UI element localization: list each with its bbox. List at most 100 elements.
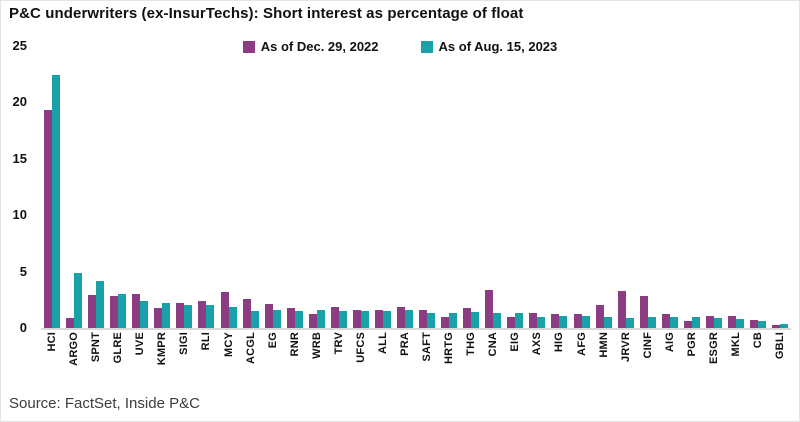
bar-group-WRB	[306, 46, 328, 328]
bar-group-TRV	[328, 46, 350, 328]
x-axis-label-text: ALL	[376, 332, 389, 354]
x-axis-label-text: ACGL	[244, 332, 257, 364]
bar-KMPR-series-1	[162, 303, 171, 328]
x-axis-label-ACGL: ACGL	[240, 332, 262, 388]
x-axis-label-GLRE: GLRE	[107, 332, 129, 388]
bar-AIG-series-1	[669, 316, 678, 328]
x-axis-label-EIG: EIG	[504, 332, 526, 388]
x-axis-label-GBLI: GBLI	[769, 332, 791, 388]
bar-UFCS-series-0	[352, 309, 361, 328]
x-axis-label-text: RLI	[200, 332, 213, 351]
x-axis-label-PGR: PGR	[681, 332, 703, 388]
x-axis-label-text: SAFT	[421, 332, 434, 362]
bar-ARGO-series-0	[66, 317, 75, 328]
bar-group-SPNT	[85, 46, 107, 328]
legend-item-aug-2023: As of Aug. 15, 2023	[420, 39, 558, 54]
bar-RLI-series-1	[206, 305, 215, 328]
bar-GLRE-series-0	[110, 296, 119, 328]
x-axis-label-text: THG	[465, 332, 478, 356]
bar-AXS-series-1	[537, 316, 546, 328]
bar-ALL-series-1	[382, 311, 391, 328]
bar-SIGI-series-0	[176, 303, 185, 328]
bar-ACGL-series-0	[242, 298, 251, 328]
x-axis-label-text: WRB	[310, 332, 323, 359]
x-axis-label-SIGI: SIGI	[173, 332, 195, 388]
bar-RNR-series-1	[294, 311, 303, 328]
bar-CINF-series-0	[639, 296, 648, 328]
bar-HRTG-series-1	[449, 313, 458, 328]
bar-group-ALL	[372, 46, 394, 328]
y-axis-tick-0: 0	[19, 320, 27, 335]
x-axis-label-text: AIG	[663, 332, 676, 353]
bar-SPNT-series-1	[96, 280, 105, 328]
x-axis-label-text: CINF	[641, 332, 654, 359]
chart-title: P&C underwriters (ex-InsurTechs): Short …	[9, 5, 524, 22]
x-axis-label-AXS: AXS	[526, 332, 548, 388]
bar-group-HMN	[593, 46, 615, 328]
bar-KMPR-series-0	[154, 307, 163, 328]
x-axis-label-text: HMN	[597, 332, 610, 358]
x-axis-label-text: HCI	[46, 332, 59, 352]
x-axis-label-text: PRA	[399, 332, 412, 356]
bar-MKL-series-1	[735, 318, 744, 328]
bar-group-KMPR	[151, 46, 173, 328]
bar-ESGR-series-0	[705, 315, 714, 328]
x-axis-label-text: MCY	[222, 332, 235, 358]
bar-ARGO-series-1	[74, 272, 83, 328]
bar-group-ACGL	[240, 46, 262, 328]
bar-group-RNR	[284, 46, 306, 328]
x-axis-label-UFCS: UFCS	[350, 332, 372, 388]
bar-MCY-series-1	[228, 306, 237, 328]
bar-group-UVE	[129, 46, 151, 328]
x-axis-label-KMPR: KMPR	[151, 332, 173, 388]
bar-group-AIG	[659, 46, 681, 328]
x-axis-label-text: UFCS	[354, 332, 367, 363]
bar-HMN-series-1	[603, 316, 612, 328]
x-axis-label-ALL: ALL	[372, 332, 394, 388]
bar-WRB-series-1	[316, 309, 325, 328]
bar-CNA-series-0	[485, 289, 494, 328]
bar-group-AFG	[571, 46, 593, 328]
bar-group-UFCS	[350, 46, 372, 328]
bar-UVE-series-0	[132, 294, 141, 328]
chart-legend: As of Dec. 29, 2022 As of Aug. 15, 2023	[1, 39, 799, 54]
bar-group-GLRE	[107, 46, 129, 328]
bar-EIG-series-0	[507, 316, 516, 328]
bar-RNR-series-0	[286, 307, 295, 328]
source-note: Source: FactSet, Inside P&C	[9, 395, 200, 412]
x-axis-label-AIG: AIG	[659, 332, 681, 388]
x-axis-label-RNR: RNR	[284, 332, 306, 388]
bar-group-EG	[262, 46, 284, 328]
legend-label-aug-2023: As of Aug. 15, 2023	[438, 39, 558, 54]
bar-SAFT-series-1	[427, 313, 436, 328]
x-axis-label-text: ARGO	[68, 332, 81, 366]
bar-CB-series-1	[758, 321, 767, 328]
y-axis: 0 5 10 15 20 25	[1, 38, 33, 335]
bar-TRV-series-0	[330, 306, 339, 328]
x-axis-label-text: UVE	[134, 332, 147, 356]
bar-group-HRTG	[438, 46, 460, 328]
bar-CB-series-0	[750, 320, 759, 328]
bar-GBLI-series-1	[780, 323, 789, 328]
bar-HCI-series-0	[44, 110, 53, 328]
x-axis-label-ARGO: ARGO	[63, 332, 85, 388]
bar-HIG-series-0	[551, 314, 560, 328]
x-axis-label-HRTG: HRTG	[438, 332, 460, 388]
x-axis-label-text: ESGR	[707, 332, 720, 364]
bar-group-JRVR	[615, 46, 637, 328]
y-axis-tick-20: 20	[12, 94, 27, 110]
bar-JRVR-series-1	[625, 317, 634, 328]
y-axis-tick-25: 25	[12, 38, 27, 53]
x-axis-label-CB: CB	[747, 332, 769, 388]
bar-group-ARGO	[63, 46, 85, 328]
plot-bars	[41, 46, 791, 328]
x-axis-label-text: AXS	[531, 332, 544, 356]
bar-ALL-series-0	[374, 309, 383, 328]
x-axis-label-HIG: HIG	[548, 332, 570, 388]
plot-area	[41, 46, 791, 330]
bar-RLI-series-0	[198, 300, 207, 328]
legend-swatch-aug-2023-icon	[420, 40, 433, 53]
bar-HMN-series-0	[595, 305, 604, 328]
bar-JRVR-series-0	[617, 290, 626, 328]
bar-group-PRA	[394, 46, 416, 328]
